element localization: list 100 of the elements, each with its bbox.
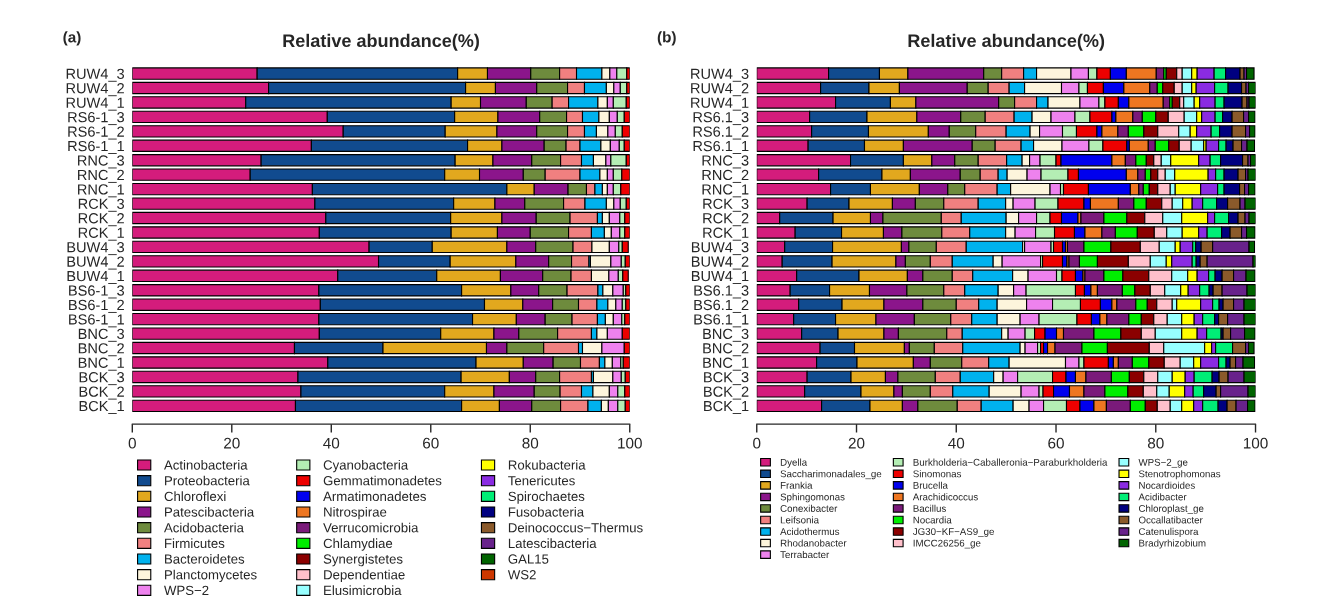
y-tick-label: BS6.1_1 — [694, 314, 749, 328]
legend-label: Planctomycetes — [165, 569, 257, 582]
chart-title: Relative abundance(%) — [283, 33, 479, 51]
y-tick-label: BNC_2 — [78, 343, 124, 357]
legend-label: Latescibacteria — [508, 538, 597, 549]
legend-label: Nocardioides — [1139, 481, 1195, 489]
legend-label: Elusimicrobia — [324, 585, 402, 596]
legend-label: Dependentiae — [324, 569, 405, 582]
legend-label: Proteobacteria — [165, 475, 250, 486]
legend-label: Verrucomicrobia — [323, 522, 419, 533]
y-tick-label: BS6.1_2 — [694, 299, 749, 313]
legend-label: Chloroplast_ge — [1138, 504, 1204, 514]
legend-label: Sphingomonas — [780, 493, 845, 503]
legend-label: IMCC26256_ge — [913, 539, 981, 549]
legend-label: Armatimonadetes — [323, 491, 426, 502]
legend-label: Tenericutes — [508, 475, 575, 486]
legend-label: Bradyrhizobium — [1139, 539, 1206, 549]
legend-label: Acidothermus — [780, 527, 840, 536]
x-tick-label: 20 — [848, 437, 865, 449]
x-tick-label: 40 — [323, 437, 340, 449]
x-tick-label: 100 — [618, 437, 642, 449]
y-tick-label: BCK_3 — [704, 372, 749, 386]
y-tick-label: BNC_1 — [78, 357, 124, 371]
legend-label: Terrabacter — [780, 550, 830, 559]
y-tick-label: RS6.1_3 — [693, 111, 749, 126]
y-tick-label: BUW4_2 — [67, 256, 124, 270]
legend-label: Catenulispora — [1138, 527, 1199, 537]
x-tick-label: 60 — [423, 437, 439, 449]
y-tick-label: RUW4_2 — [691, 83, 749, 97]
y-tick-label: BUW4_3 — [67, 242, 125, 256]
legend-label: Saccharimonadales_ge — [780, 470, 882, 480]
y-tick-label: BCK_1 — [704, 400, 749, 415]
y-tick-label: RCK_3 — [78, 198, 125, 212]
legend-label: WPS−2_ge — [1138, 458, 1188, 468]
y-tick-label: RNC_1 — [702, 184, 749, 198]
legend-label: Chlamydiae — [323, 538, 393, 551]
y-tick-label: RCK_2 — [703, 213, 749, 227]
y-tick-label: BNC_1 — [703, 357, 749, 371]
y-tick-label: BUW4_1 — [67, 271, 124, 284]
y-tick-label: BCK_3 — [79, 372, 125, 386]
y-tick-label: RUW4_2 — [66, 83, 124, 97]
y-tick-label: BUW4_2 — [691, 256, 749, 270]
y-tick-label: RUW4_1 — [691, 97, 749, 111]
x-tick-label: 100 — [1243, 437, 1268, 449]
y-tick-label: RCK_1 — [78, 227, 124, 241]
legend-label: Spirochaetes — [508, 491, 585, 504]
y-tick-label: RNC_3 — [78, 155, 125, 169]
y-tick-label: BNC_3 — [78, 328, 125, 342]
y-tick-label: RUW4_1 — [66, 97, 124, 111]
legend-label: Firmicutes — [165, 538, 225, 549]
y-tick-label: BCK_1 — [79, 400, 124, 415]
y-tick-label: RNC_3 — [702, 155, 749, 169]
y-tick-label: RS6-1_3 — [68, 111, 125, 126]
legend-label: Bacillus — [913, 504, 946, 512]
legend-label: Chloroflexi — [164, 491, 226, 502]
y-tick-label: BUW4_3 — [691, 242, 749, 256]
legend-label: Stenotrophomonas — [1138, 470, 1221, 480]
legend-label: JG30−KF−AS9_ge — [912, 528, 994, 537]
legend-label: WS2 — [507, 570, 536, 580]
legend-label: Nocardia — [913, 516, 952, 524]
legend-label: Acidobacteria — [163, 522, 244, 533]
y-tick-label: RS6.1_2 — [693, 126, 749, 140]
y-tick-label: BNC_2 — [703, 343, 749, 357]
legend-label: Synergistetes — [323, 554, 403, 567]
x-tick-label: 20 — [224, 437, 240, 449]
x-tick-label: 0 — [128, 437, 136, 449]
legend-label: Occallatibacter — [1138, 516, 1203, 524]
y-tick-label: BNC_3 — [703, 328, 749, 342]
text: (b) — [657, 31, 676, 46]
legend-label: Gemmatimonadetes — [323, 475, 442, 486]
legend-label: Dyella — [780, 458, 808, 468]
y-tick-label: BCK_2 — [79, 386, 124, 400]
y-tick-label: RS6-1_1 — [68, 140, 124, 154]
y-tick-label: RCK_2 — [78, 213, 124, 227]
x-tick-label: 60 — [1048, 437, 1064, 449]
legend-label: Nitrospirae — [324, 507, 387, 520]
legend-label: Frankia — [780, 481, 813, 489]
legend-label: Sinomonas — [913, 470, 962, 478]
legend-label: Bacteroidetes — [165, 554, 245, 564]
legend-label: Fusobacteria — [508, 507, 585, 517]
legend-label: Arachidicoccus — [912, 493, 978, 501]
y-tick-label: BS6-1_3 — [69, 285, 125, 299]
y-tick-label: RS6.1_1 — [693, 140, 749, 154]
y-tick-label: BS6-1_2 — [69, 299, 124, 313]
legend-label: Conexibacter — [780, 504, 838, 512]
legend-label: Leifsonia — [780, 516, 820, 524]
legend-label: Rokubacteria — [508, 460, 586, 470]
x-tick-label: 80 — [522, 437, 539, 449]
y-tick-label: RNC_2 — [78, 169, 124, 183]
legend-label: Deinococcus−Thermus — [508, 522, 643, 533]
y-tick-label: BUW4_1 — [691, 271, 749, 284]
x-tick-label: 0 — [753, 437, 761, 449]
y-tick-label: BCK_2 — [704, 386, 749, 400]
y-tick-label: RNC_2 — [702, 169, 749, 183]
y-tick-label: RS6-1_2 — [68, 126, 124, 140]
y-tick-label: BS6.1_3 — [694, 285, 749, 299]
legend-label: Patescibacteria — [165, 507, 255, 517]
legend-label: Actinobacteria — [163, 460, 248, 470]
chart-title: Relative abundance(%) — [908, 33, 1105, 51]
text: (a) — [63, 31, 81, 46]
